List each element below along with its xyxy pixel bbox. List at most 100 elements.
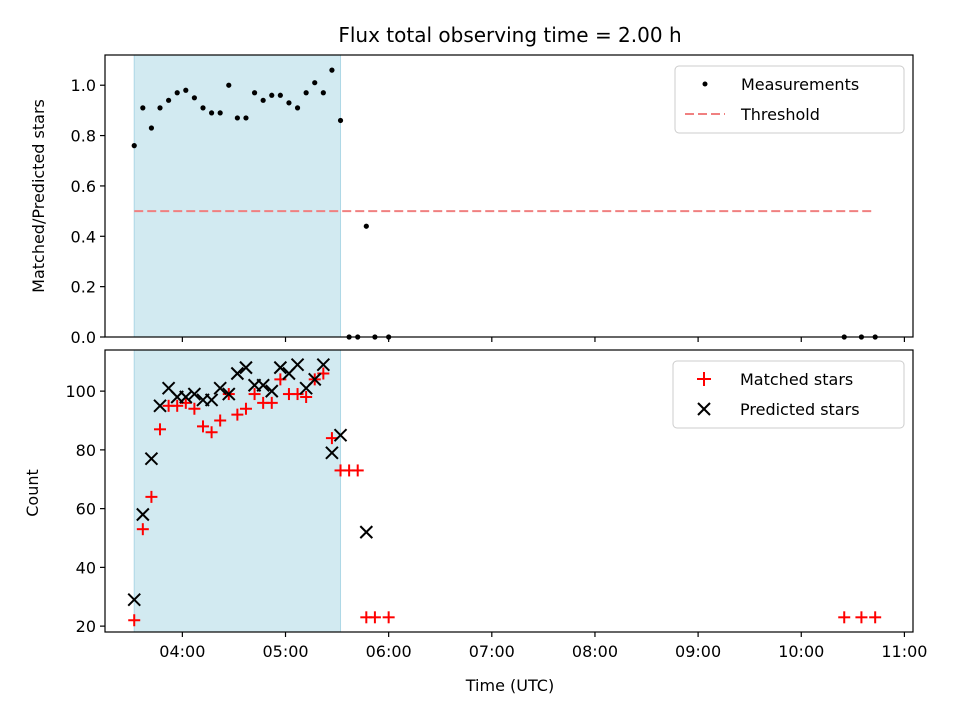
top-legend: Measurements Threshold [674,65,905,134]
measurement-point [200,105,206,111]
predicted-star-point [333,428,348,442]
predicted-star-point [359,525,374,539]
bottom-y-tick-label: 80 [76,441,96,460]
bottom-legend: Matched stars Predicted stars [672,360,905,429]
matched-star-point [869,611,882,624]
measurement-point [269,92,275,98]
top-panel: 0.0 0.2 0.4 0.6 0.8 1.0 Matched/Predicted sta… [29,54,914,347]
top-y-tick-label: 1.0 [71,76,96,95]
predicted-star-point [179,390,193,404]
matched-star-point [145,490,158,503]
top-shaded-region-layer [133,54,342,338]
top-y-tick-label: 0.8 [71,127,96,146]
matched-star-point [196,420,209,433]
predicted-star-point [230,366,245,381]
predicted-star-point [187,387,202,401]
measurement-point [363,223,369,229]
bottom-y-axis-label: Count [23,469,42,517]
x-tick-label: 05:00 [262,642,308,661]
measurement-point [157,105,163,111]
x-tick-label: 04:00 [159,642,205,661]
bottom-axes-frame [104,349,914,633]
top-y-axis-label: Matched/Predicted stars [29,99,48,293]
matched-star-point [214,414,227,427]
x-tick-label: 11:00 [881,642,927,661]
measurement-point [320,90,326,96]
predicted-star-point [144,451,159,466]
measurement-point [217,110,223,116]
measurement-point [337,117,344,124]
top-y-tick-label: 0.6 [71,177,96,196]
measurement-point [191,95,197,101]
x-tick-label: 10:00 [778,642,824,661]
predicted-star-point [222,387,236,401]
matched-star-point [239,402,252,415]
predicted-star-point [265,384,279,398]
measurement-point [166,97,172,103]
measurement-point [312,80,318,86]
measurement-point [140,105,146,111]
bottom-y-tick-label: 20 [76,617,96,636]
matched-star-point [265,396,278,409]
legend-predicted-label: Predicted stars [740,400,860,419]
matched-star-point [231,408,244,421]
matched-star-point [136,523,149,536]
top-axis-layer: 0.0 0.2 0.4 0.6 0.8 1.0 [71,54,914,347]
predicted-star-point [136,507,150,522]
top-series-layer [131,67,878,340]
top-legend-frame [674,65,905,134]
measurement-point [260,97,266,103]
top-y-tick-label: 0.2 [71,278,96,297]
measurement-point [234,115,240,121]
matched-star-point [838,611,851,624]
measurement-point [148,125,155,131]
measurement-point [208,110,215,116]
predicted-star-point [204,393,219,407]
matched-star-point [368,611,381,624]
predicted-star-point [239,360,253,375]
matched-star-point [188,402,201,415]
predicted-star-point [308,372,322,387]
measurement-point [294,105,301,111]
measurement-point [183,87,189,93]
measurement-point [251,90,258,96]
measurement-point [174,90,180,96]
matched-star-point [382,611,395,624]
matched-star-point [855,611,868,624]
measurement-point [329,67,335,73]
matched-star-point [171,399,184,412]
matched-star-point [205,426,218,439]
measurement-point [277,92,283,98]
matched-star-point [300,391,313,403]
predicted-star-point [127,592,141,607]
top-y-tick-label: 0.4 [71,227,96,246]
x-axis-label: Time (UTC) [465,676,554,695]
matched-star-point [248,388,261,401]
bottom-y-tick-label: 60 [76,500,96,519]
x-tick-label: 06:00 [366,642,412,661]
legend-threshold-label: Threshold [740,105,820,124]
bottom-axis-layer: 20 40 60 80 100 04:00 05:00 06:00 07:00 08:00 09:0… [65,349,927,661]
top-y-tick-label: 0.0 [71,328,96,347]
predicted-star-point [325,446,339,460]
bottom-y-tick-label: 40 [76,558,96,577]
matched-star-point [128,614,141,627]
x-tick-label: 09:00 [675,642,721,661]
measurement-point [226,82,232,88]
matched-star-point [351,464,364,477]
predicted-star-point [256,378,270,392]
chart-title: Flux total observing time = 2.00 h [338,23,681,47]
measurement-point [286,100,292,106]
bottom-panel: 20 40 60 80 100 04:00 05:00 06:00 07:00 08:00 09:0… [23,349,927,661]
measurement-point [131,143,137,149]
legend-matched-label: Matched stars [740,370,853,389]
measurement-point [303,90,309,96]
legend-predicted-marker [697,402,711,416]
bottom-legend-frame [672,360,905,429]
top-axes-frame [104,54,914,338]
matched-star-point [154,423,167,436]
legend-matched-marker [697,372,711,386]
top-shaded-region [133,54,342,338]
legend-measurements-marker [702,81,708,87]
